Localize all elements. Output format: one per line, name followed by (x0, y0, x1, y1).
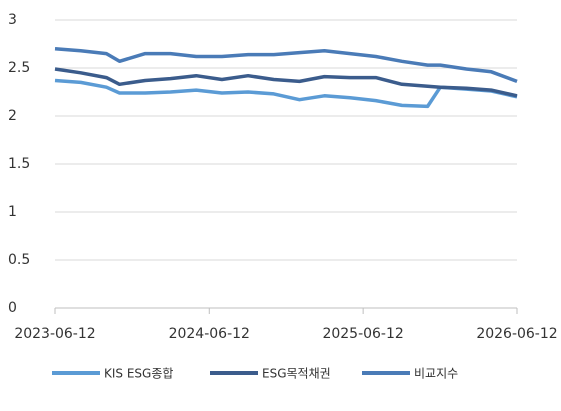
x-tick-label: 2023-06-12 (14, 326, 95, 342)
legend-label: ESG목적채권 (262, 367, 331, 381)
x-tick-label: 2024-06-12 (169, 326, 250, 342)
y-tick-label: 3 (8, 12, 17, 28)
x-tick-label: 2026-06-12 (476, 326, 557, 342)
series-line (54, 78, 518, 109)
series-line (54, 47, 518, 84)
y-tick-label: 1 (8, 204, 17, 220)
y-tick-label: 0.5 (8, 252, 30, 268)
series-line (54, 67, 518, 98)
y-tick-label: 2 (8, 108, 17, 124)
y-tick-label: 0 (8, 300, 17, 316)
legend-label: KIS ESG종합 (104, 367, 173, 381)
legend-label: 비교지수 (414, 367, 458, 381)
y-tick-label: 1.5 (8, 156, 30, 172)
y-tick-label: 2.5 (8, 60, 30, 76)
x-tick-label: 2025-06-12 (322, 326, 403, 342)
